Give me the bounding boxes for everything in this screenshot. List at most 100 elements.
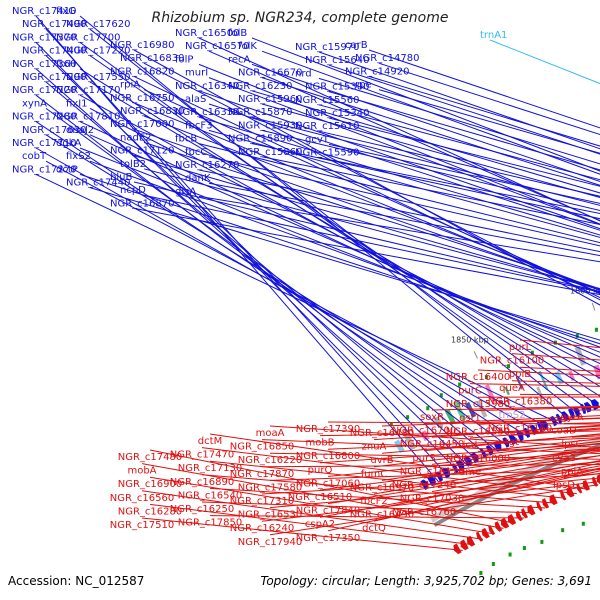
gene-label: NGR_c17440	[66, 178, 131, 189]
gene-label: NGR_c16890	[170, 477, 235, 488]
gene-label: NGR_c15890	[228, 134, 293, 145]
gene-label: NGR_c17360	[12, 59, 77, 70]
gene-label: fbcF2	[360, 496, 387, 507]
forward-gene-leader	[261, 156, 600, 225]
gene-label: NGR_c16750	[110, 93, 175, 104]
gene-label: NGR_c16510	[288, 492, 353, 503]
gene-label: rpiA	[120, 80, 140, 91]
forward-gene-leader	[318, 130, 600, 197]
gene-label: cobT	[22, 151, 47, 162]
gene-label: xynA	[22, 98, 47, 109]
forward-gene-leader	[328, 117, 600, 187]
reverse-gene-leader	[469, 406, 600, 412]
gene-label: gst1	[459, 413, 481, 424]
gene-label: NGR_c17030	[400, 494, 465, 505]
reverse-gene-leader	[209, 515, 525, 519]
gene-label: glsA	[175, 186, 196, 197]
gene-label: NGR_c15610	[295, 121, 360, 132]
reverse-gene-leader	[469, 383, 600, 387]
gene-label: NGR_c15980	[446, 399, 511, 410]
gene-label: NGR_c17940	[238, 537, 303, 548]
annotation-strip	[554, 370, 564, 385]
gene-label: gcvT	[305, 134, 330, 145]
gene-label: fixS2	[66, 151, 91, 162]
annotation-strip	[516, 377, 523, 389]
gene-label: NGR_c16220	[238, 455, 303, 466]
reverse-gene-leader	[327, 460, 600, 505]
gene-label: NGR_c16540	[178, 490, 243, 501]
gene-label: lpsD	[553, 480, 575, 491]
ruler-tick-label: 1850 kbp	[451, 335, 489, 344]
gene-label: gyrA	[560, 412, 583, 423]
reverse-gene-leader	[149, 476, 494, 535]
label-leaders	[35, 15, 600, 551]
gene-label: NGR_c16970	[350, 482, 415, 493]
gene-label: NGR_c16810	[120, 106, 185, 117]
forward-gene-leader	[198, 37, 600, 222]
gene-label: NGR_c17470	[170, 450, 235, 461]
annotation-strip	[568, 370, 576, 381]
reverse-gene-leader	[141, 490, 484, 540]
ruler-tick	[591, 302, 596, 311]
forward-gene-leader	[251, 116, 600, 206]
reverse-gene-leader	[327, 437, 600, 450]
gene-label: NGR_c17280	[12, 112, 77, 123]
reverse-gene-leader	[477, 396, 600, 398]
forward-gene-leader	[208, 50, 600, 222]
gene-label: purS	[412, 453, 435, 464]
annotation-strip	[444, 409, 457, 425]
gene-label: cspA2	[305, 519, 335, 530]
gene-label: NGR_c14780	[355, 53, 420, 64]
forward-gene-leader	[328, 143, 600, 204]
gene-label: NGR_c16530	[238, 510, 303, 521]
gene-label: NGR_c17550	[66, 72, 131, 83]
forward-gene-leader	[133, 102, 600, 294]
forward-gene-leader	[328, 91, 600, 171]
gene-label: NGR_c16830	[120, 53, 185, 64]
gc-marker	[561, 528, 565, 533]
genome-arcs	[429, 435, 600, 527]
gene-label: tolB2	[120, 159, 146, 170]
gene-label: purQ	[308, 465, 333, 476]
forward-gene-leader	[89, 134, 600, 358]
forward-gene-leader	[318, 104, 600, 181]
reverse-gene-leader	[327, 449, 600, 477]
reverse-gene-leader	[319, 465, 600, 518]
gene-label: NGR_c16270	[175, 160, 240, 171]
gene-label: NGR_c17710	[12, 138, 77, 149]
gene-label: NGR_c17170	[56, 85, 121, 96]
reverse-gene-feature	[494, 521, 503, 532]
gene-label: dgkA	[56, 138, 81, 149]
gene-label: folP	[175, 54, 193, 65]
gene-label: dme	[459, 467, 481, 478]
forward-gene-leader	[318, 51, 600, 150]
reverse-gene-feature	[488, 525, 496, 536]
gene-label: NGR_c17620	[66, 19, 131, 30]
gene-label: NGR_c16330	[175, 107, 240, 118]
gene-label: NGR_c16000	[446, 454, 511, 465]
gene-label: purL	[509, 342, 532, 353]
gene-label: alaS	[185, 94, 206, 105]
gene-label: NGR_c16100	[480, 356, 545, 367]
forward-gene-leader	[208, 156, 600, 247]
reverse-gene-leader	[209, 460, 567, 499]
gene-label: NGR_c17060	[296, 478, 361, 489]
gc-marker	[540, 539, 544, 544]
reverse-gene-leader	[431, 460, 600, 493]
gene-label: NGR_c16480	[350, 428, 415, 439]
gene-label: fumC	[361, 469, 388, 480]
gene-label: dctM	[198, 436, 222, 447]
forward-gene-leader	[143, 141, 600, 290]
gene-label: recA	[228, 54, 251, 65]
gene-label: NGR_c16490	[350, 510, 415, 521]
gene-label: NGR_c16850	[230, 442, 295, 453]
gene-label: fixI1	[66, 98, 88, 109]
gene-label: moaA	[256, 428, 285, 439]
reverse-gene-feature	[481, 527, 490, 539]
gene-label: fixH	[56, 59, 76, 70]
gene-label: NGR_c16550	[446, 426, 511, 437]
reverse-gene-leader	[269, 452, 600, 460]
gene-label: NGR_c16170	[400, 466, 465, 477]
forward-gene-leader	[251, 37, 600, 172]
